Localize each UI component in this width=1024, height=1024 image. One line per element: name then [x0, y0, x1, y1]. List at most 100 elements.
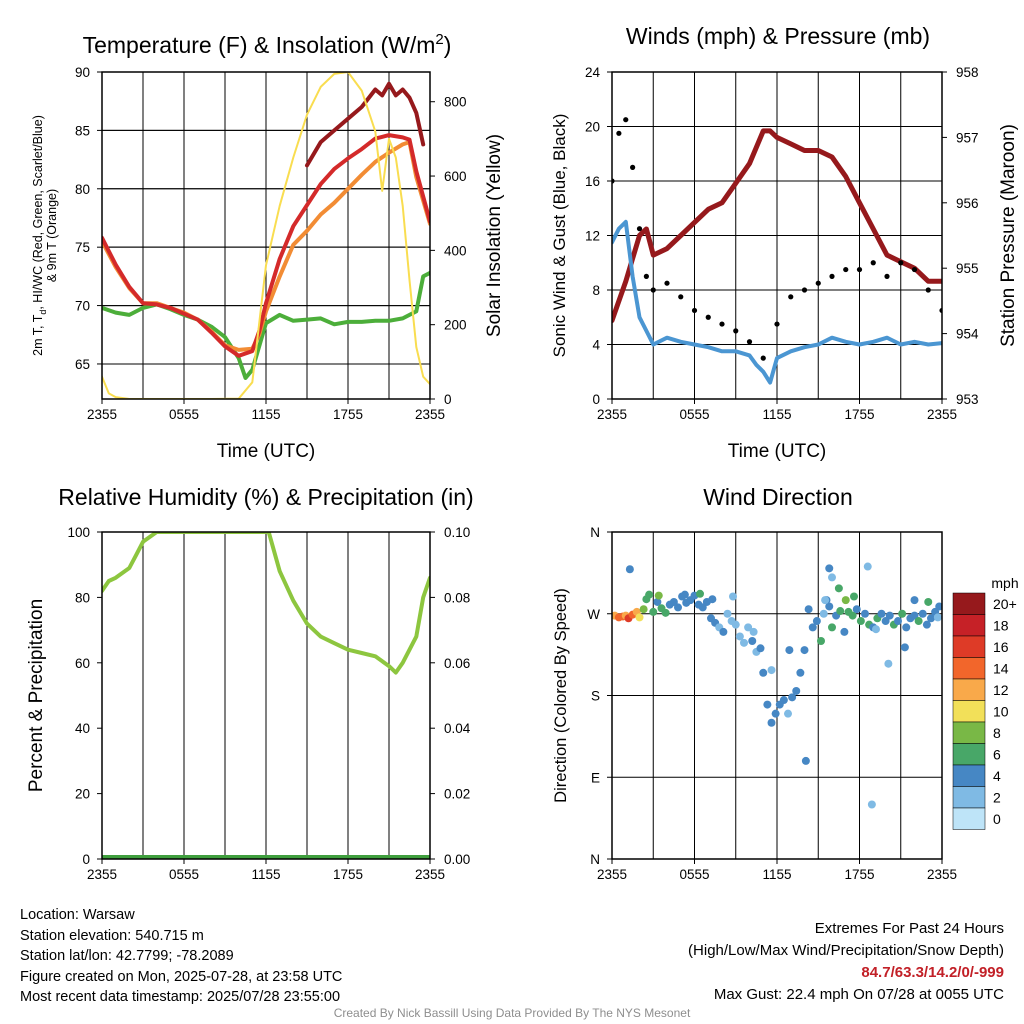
x-tick-label: 1755: [844, 407, 874, 422]
extremes-legend: (High/Low/Max Wind/Precipitation/Snow De…: [688, 942, 1004, 959]
direction-point: [924, 597, 933, 606]
y-axis-label-part: , HI/WC (Red, Green, Scarlet/Blue): [31, 115, 45, 310]
y-axis-label-left: 2m T, Td, HI/WC (Red, Green, Scarlet/Blu…: [31, 115, 48, 356]
direction-point: [756, 644, 765, 653]
direction-point: [654, 591, 663, 600]
y-tick-label-right: 0: [444, 392, 452, 407]
direction-point: [935, 602, 942, 611]
direction-point: [898, 609, 907, 618]
colorbar-label: 16: [993, 639, 1009, 655]
y-tick-label-right: 957: [956, 130, 979, 145]
direction-point: [645, 590, 654, 599]
direction-point: [804, 605, 813, 614]
gust-point: [856, 266, 863, 273]
extremes-info: Extremes For Past 24 Hours (High/Low/Max…: [688, 918, 1004, 1006]
series-line-4: [305, 81, 426, 168]
chart-panel-3: Relative Humidity (%) & Precipitation (i…: [26, 484, 474, 882]
direction-point: [649, 607, 658, 616]
chart-title-superscript: 2: [435, 31, 443, 48]
created-text: Figure created on Mon, 2025-07-28, at 23…: [20, 968, 343, 985]
colorbar-swatch: [952, 764, 986, 787]
x-tick-label: 0555: [679, 407, 709, 422]
colorbar: mph 20+ 18 16 14 12 10 8 6 4 2 0: [952, 575, 1019, 830]
colorbar-label: 2: [993, 790, 1001, 806]
elevation-text: Station elevation: 540.715 m: [20, 927, 204, 944]
y-axis-label-right: Solar Insolation (Yellow): [484, 134, 505, 337]
direction-point: [696, 589, 704, 598]
direction-point: [729, 592, 737, 601]
colorbar-label: 14: [993, 661, 1009, 677]
direction-point: [900, 643, 909, 652]
direction-point: [863, 562, 872, 571]
direction-point: [872, 625, 880, 634]
direction-point: [779, 696, 788, 705]
gust-point: [733, 328, 739, 334]
y-tick-label-left: 40: [75, 721, 90, 736]
credit-text: Created By Nick Bassill Using Data Provi…: [333, 1006, 691, 1020]
gust-point: [643, 273, 649, 279]
y-tick-label-right: 0.04: [444, 721, 471, 736]
direction-point: [922, 620, 931, 629]
direction-point: [674, 603, 682, 612]
direction-point: [767, 718, 776, 727]
direction-point: [918, 609, 927, 618]
direction-point: [927, 614, 935, 623]
y-tick-label-left: 0: [82, 852, 90, 867]
colorbar-label: 4: [993, 768, 1001, 784]
gust-point: [746, 339, 753, 345]
y-tick-label-left: 16: [585, 174, 600, 189]
direction-point: [635, 613, 644, 622]
x-tick-label: 2355: [415, 867, 445, 882]
direction-point: [817, 637, 825, 645]
y-axis-label-right: Station Pressure (Maroon): [998, 124, 1019, 347]
data-layer: [612, 562, 942, 809]
direction-point: [653, 597, 662, 606]
y-tick-label-right: 800: [444, 95, 467, 110]
direction-point: [708, 595, 717, 604]
y-tick-label-left: 24: [585, 65, 601, 80]
series-line-1: [102, 532, 430, 675]
chart-title-main: Temperature (F) & Insolation (W/m: [83, 32, 436, 58]
series-line-1: [612, 128, 942, 323]
direction-point: [867, 800, 876, 809]
y-tick-label-right: 0.08: [444, 590, 470, 605]
gust-point: [623, 117, 629, 123]
gust-point: [898, 260, 904, 266]
y-axis-label-part: 2m T, T: [31, 314, 45, 356]
y-tick-label-left: 80: [75, 590, 90, 605]
direction-point: [639, 605, 648, 614]
direction-point: [759, 668, 768, 677]
chart-panel-2: Winds (mph) & Pressure (mb) 2355 0555 1155 1…: [550, 23, 1019, 462]
colorbar-label: 12: [993, 682, 1009, 698]
y-tick-label-right: 953: [956, 392, 979, 407]
colorbar-swatch: [952, 635, 986, 658]
max-gust-text: Max Gust: 22.4 mph On 07/28 at 0055 UTC: [713, 986, 1004, 1003]
series-line-2: [612, 219, 942, 385]
colorbar-label: 0: [993, 811, 1001, 827]
direction-point: [800, 646, 809, 655]
x-tick-label: 2355: [927, 407, 957, 422]
direction-point: [852, 605, 861, 614]
colorbar-title: mph: [991, 575, 1018, 591]
direction-point: [841, 596, 850, 605]
direction-point: [767, 666, 776, 675]
direction-point: [785, 646, 794, 655]
chart-title-close: ): [444, 32, 452, 58]
y-tick-label-right: 955: [956, 261, 979, 276]
direction-point: [680, 590, 689, 599]
y-tick-label-left: 8: [592, 283, 600, 298]
chart-title: Temperature (F) & Insolation (W/m2): [83, 31, 452, 58]
y-tick-label-right: 0.10: [444, 525, 470, 540]
gust-point: [884, 273, 890, 279]
direction-point: [861, 609, 869, 618]
colorbar-swatch: [952, 786, 986, 809]
chart-title: Wind Direction: [703, 484, 853, 510]
gust-point: [870, 260, 876, 266]
x-tick-label: 2355: [597, 407, 627, 422]
y-axis-label-left: Sonic Wind & Gust (Blue, Black): [550, 114, 569, 358]
x-tick-label: 1755: [844, 867, 874, 882]
y-tick-label-left: 85: [75, 123, 90, 138]
x-tick-label: 1755: [333, 867, 363, 882]
y-tick-label-right: 0.02: [444, 787, 470, 802]
